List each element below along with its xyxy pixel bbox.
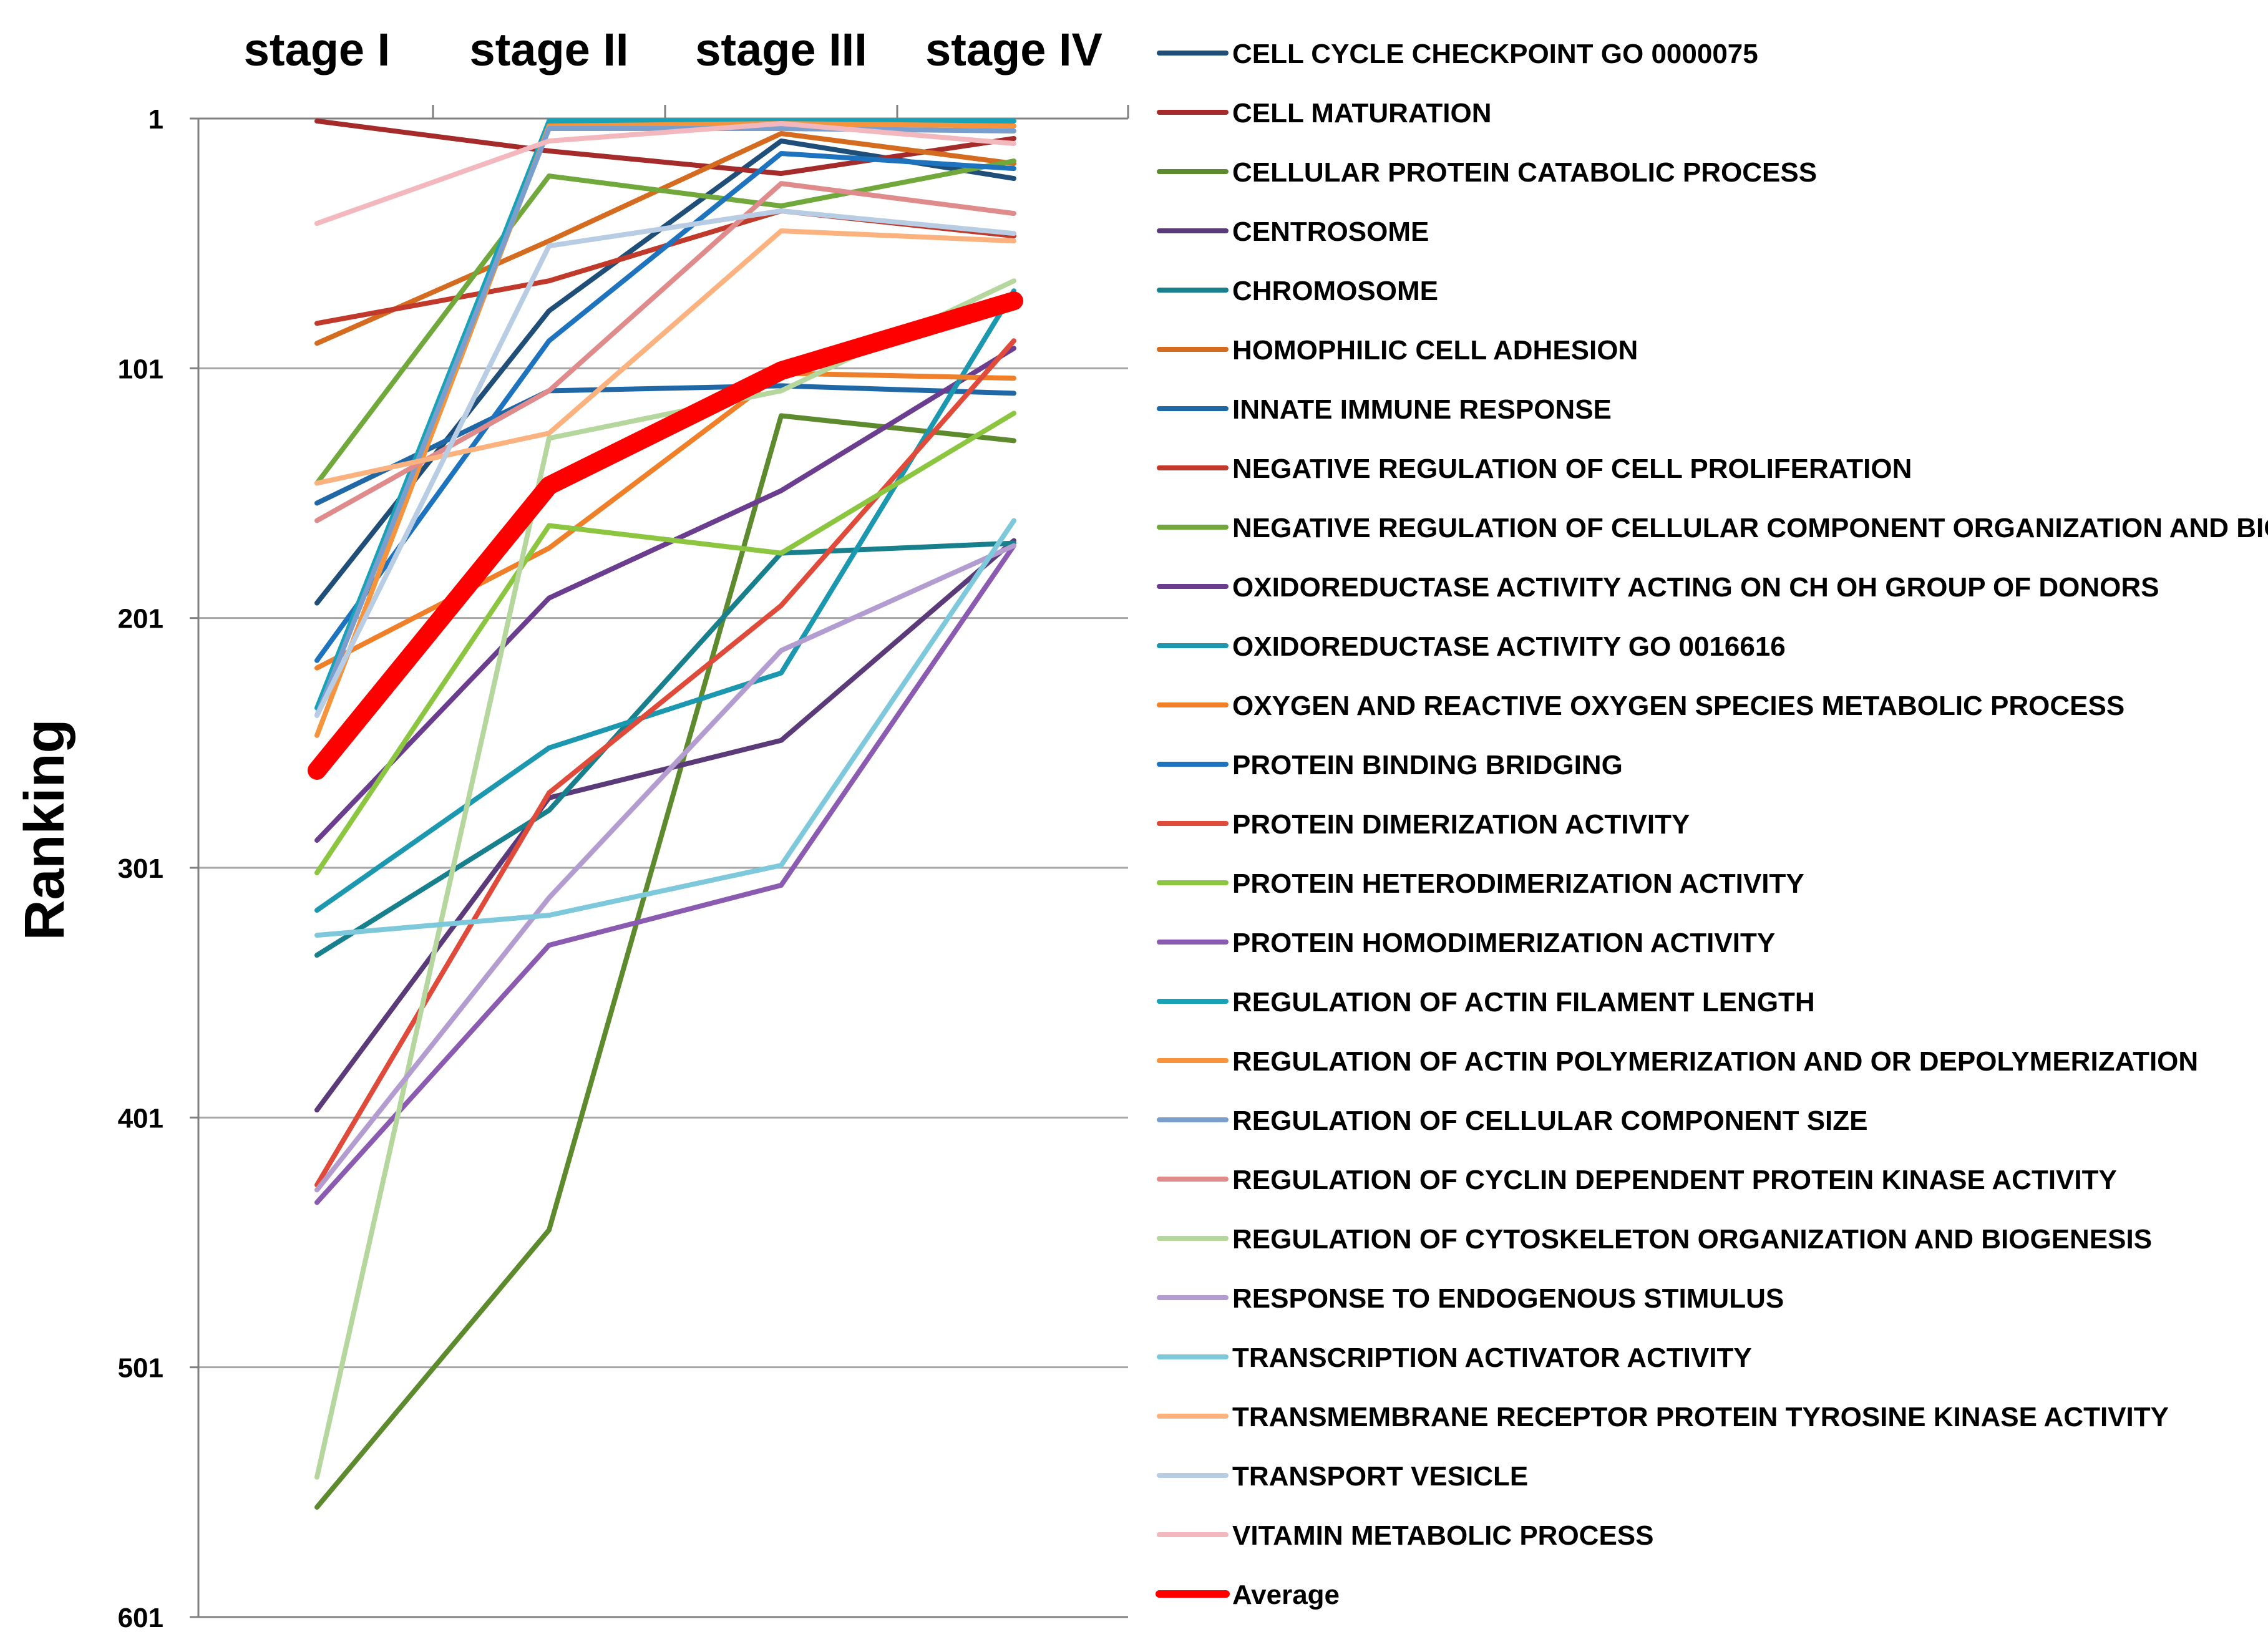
category-label: stage I — [244, 24, 390, 75]
legend-item: INNATE IMMUNE RESPONSE — [1157, 394, 1612, 425]
series-line — [314, 121, 1016, 226]
series-line — [314, 119, 1016, 711]
legend-item: TRANSMEMBRANE RECEPTOR PROTEIN TYROSINE … — [1157, 1402, 2169, 1432]
legend-item: NEGATIVE REGULATION OF CELL PROLIFERATIO… — [1157, 454, 1912, 484]
legend-label: TRANSPORT VESICLE — [1232, 1461, 1528, 1492]
series-line — [314, 138, 1016, 606]
legend-label: REGULATION OF CELLULAR COMPONENT SIZE — [1232, 1105, 1868, 1136]
legend-label: PROTEIN DIMERIZATION ACTIVITY — [1232, 809, 1690, 840]
legend-label: CELLULAR PROTEIN CATABOLIC PROCESS — [1232, 157, 1817, 188]
series-line — [314, 158, 1016, 486]
y-tick-label: 301 — [118, 853, 163, 884]
legend-item-average: Average — [1156, 1580, 1340, 1610]
legend-label: HOMOPHILIC CELL ADHESION — [1232, 335, 1638, 366]
y-tick-label: 501 — [118, 1353, 163, 1384]
legend-label: OXIDOREDUCTASE ACTIVITY GO 0016616 — [1232, 631, 1786, 662]
legend-item: PROTEIN HOMODIMERIZATION ACTIVITY — [1157, 928, 1775, 958]
series-line — [314, 540, 1016, 958]
series-line — [314, 383, 1016, 506]
gridlines — [190, 117, 1128, 1618]
category-label: stage III — [695, 24, 867, 75]
legend-item: PROTEIN HETERODIMERIZATION ACTIVITY — [1157, 868, 1804, 899]
legend-label: REGULATION OF ACTIN POLYMERIZATION AND O… — [1232, 1046, 2198, 1077]
legend-item: RESPONSE TO ENDOGENOUS STIMULUS — [1157, 1283, 1784, 1314]
y-axis-label: Ranking — [14, 719, 76, 940]
legend-item: REGULATION OF CYCLIN DEPENDENT PROTEIN K… — [1157, 1165, 2117, 1195]
legend-item: REGULATION OF ACTIN FILAMENT LENGTH — [1157, 987, 1815, 1018]
series-line — [314, 119, 1016, 177]
legend-item: OXYGEN AND REACTIVE OXYGEN SPECIES METAB… — [1157, 691, 2124, 721]
legend-item: REGULATION OF CELLULAR COMPONENT SIZE — [1157, 1105, 1868, 1136]
legend-item: CELL CYCLE CHECKPOINT GO 0000075 — [1157, 39, 1758, 69]
x-axis-ticks — [432, 105, 1129, 119]
legend-item: CHROMOSOME — [1157, 276, 1438, 306]
series-line — [314, 131, 1016, 346]
legend-label: REGULATION OF CYTOSKELETON ORGANIZATION … — [1232, 1224, 2152, 1255]
legend-label: Average — [1232, 1580, 1340, 1610]
legend: CELL CYCLE CHECKPOINT GO 0000075 CELL MAT… — [1156, 39, 2268, 1610]
legend-label: CELL CYCLE CHECKPOINT GO 0000075 — [1232, 39, 1758, 69]
legend-label: NEGATIVE REGULATION OF CELL PROLIFERATIO… — [1232, 454, 1912, 484]
y-tick-label: 401 — [118, 1103, 163, 1134]
legend-label: PROTEIN HETERODIMERIZATION ACTIVITY — [1232, 868, 1804, 899]
series-line — [314, 121, 1016, 738]
legend-item: VITAMIN METABOLIC PROCESS — [1157, 1520, 1654, 1551]
legend-item: REGULATION OF ACTIN POLYMERIZATION AND O… — [1157, 1046, 2198, 1077]
legend-item: PROTEIN DIMERIZATION ACTIVITY — [1157, 809, 1690, 840]
legend-item: CELL MATURATION — [1157, 98, 1492, 129]
legend-item: TRANSPORT VESICLE — [1157, 1461, 1528, 1492]
category-label: stage IV — [925, 24, 1102, 75]
legend-item: PROTEIN BINDING BRIDGING — [1157, 750, 1623, 780]
legend-item: NEGATIVE REGULATION OF CELLULAR COMPONEN… — [1157, 513, 2268, 543]
legend-item: TRANSCRIPTION ACTIVATOR ACTIVITY — [1157, 1343, 1752, 1373]
legend-label: RESPONSE TO ENDOGENOUS STIMULUS — [1232, 1283, 1784, 1314]
series-line — [314, 371, 1016, 671]
legend-label: VITAMIN METABOLIC PROCESS — [1232, 1520, 1654, 1551]
y-tick-label: 601 — [118, 1603, 163, 1633]
legend-label: REGULATION OF ACTIN FILAMENT LENGTH — [1232, 987, 1815, 1018]
series-line — [314, 346, 1016, 843]
series-line — [314, 208, 1016, 718]
legend-label: OXYGEN AND REACTIVE OXYGEN SPECIES METAB… — [1232, 691, 2124, 721]
series-line — [314, 151, 1016, 663]
series-line — [314, 228, 1016, 486]
legend-item: OXIDOREDUCTASE ACTIVITY GO 0016616 — [1157, 631, 1786, 662]
y-tick-label: 1 — [148, 104, 163, 135]
series-line — [314, 410, 1016, 875]
legend-label: OXIDOREDUCTASE ACTIVITY ACTING ON CH OH … — [1232, 572, 2159, 603]
legend-item: HOMOPHILIC CELL ADHESION — [1157, 335, 1638, 366]
legend-item: OXIDOREDUCTASE ACTIVITY ACTING ON CH OH … — [1157, 572, 2159, 603]
series-line — [314, 413, 1016, 1510]
legend-label: REGULATION OF CYCLIN DEPENDENT PROTEIN K… — [1232, 1165, 2117, 1195]
series-line-average — [308, 291, 1023, 780]
series-lines — [308, 119, 1023, 1510]
legend-item: REGULATION OF CYTOSKELETON ORGANIZATION … — [1157, 1224, 2152, 1255]
legend-label: NEGATIVE REGULATION OF CELLULAR COMPONEN… — [1232, 513, 2268, 543]
legend-item: CENTROSOME — [1157, 216, 1429, 247]
legend-label: PROTEIN BINDING BRIDGING — [1232, 750, 1623, 780]
legend-label: CELL MATURATION — [1232, 98, 1492, 129]
category-label: stage II — [470, 24, 629, 75]
y-tick-label: 201 — [118, 604, 163, 634]
series-line — [314, 126, 1016, 718]
legend-label: CHROMOSOME — [1232, 276, 1438, 306]
y-axis-tick-labels: 1 101 201 301 401 501 601 — [118, 104, 163, 1633]
legend-label: PROTEIN HOMODIMERIZATION ACTIVITY — [1232, 928, 1775, 958]
legend-label: INNATE IMMUNE RESPONSE — [1232, 394, 1612, 425]
series-line — [314, 543, 1016, 1193]
y-tick-label: 101 — [118, 354, 163, 384]
legend-item: CELLULAR PROTEIN CATABOLIC PROCESS — [1157, 157, 1817, 188]
legend-label: CENTROSOME — [1232, 216, 1429, 247]
series-line — [314, 338, 1016, 1188]
legend-label: TRANSMEMBRANE RECEPTOR PROTEIN TYROSINE … — [1232, 1402, 2169, 1432]
x-axis-category-labels: stage I stage II stage III stage IV — [244, 24, 1102, 75]
series-line — [314, 518, 1016, 938]
legend-label: TRANSCRIPTION ACTIVATOR ACTIVITY — [1232, 1343, 1752, 1373]
series-line — [314, 543, 1016, 1205]
